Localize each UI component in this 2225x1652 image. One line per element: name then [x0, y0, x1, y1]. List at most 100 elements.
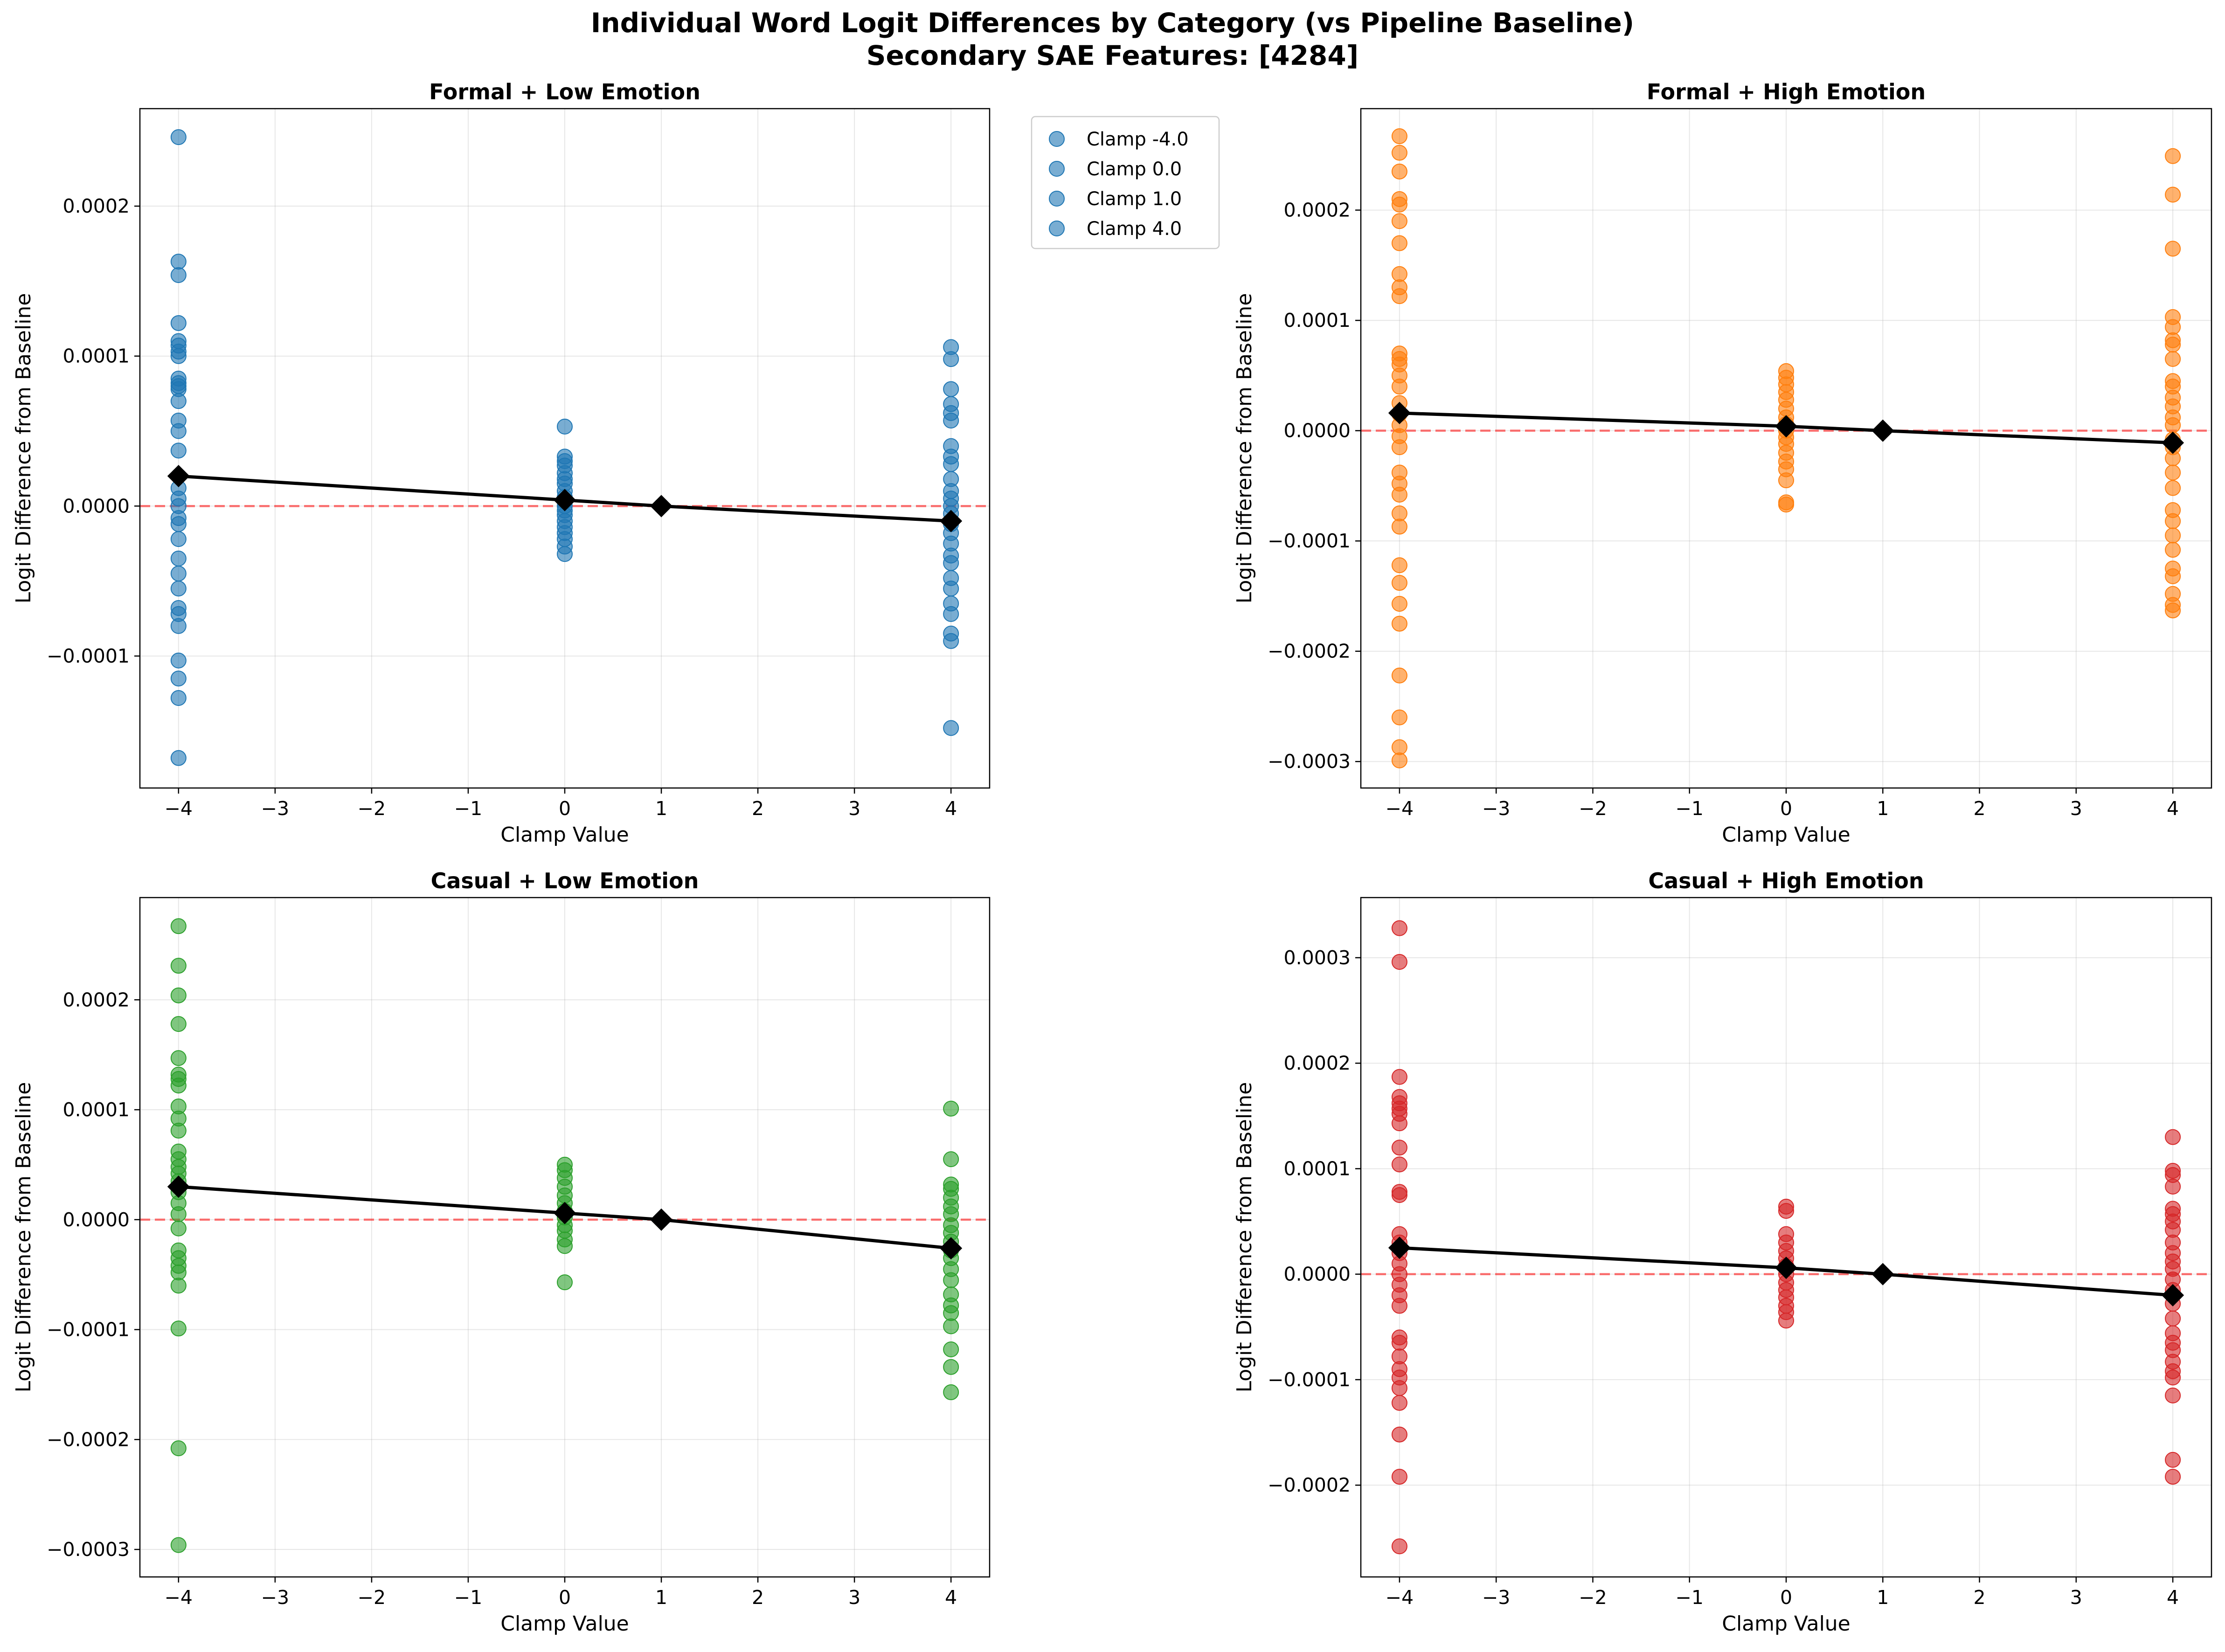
data-point — [2165, 187, 2181, 203]
data-point — [2165, 1452, 2181, 1468]
y-axis-label: Logit Difference from Baseline — [12, 293, 35, 604]
figure-title-line2: Secondary SAE Features: [4284] — [866, 40, 1359, 71]
x-tick-label: 3 — [848, 797, 860, 820]
data-point — [170, 1220, 187, 1237]
y-tick-label: −0.0003 — [47, 1538, 130, 1561]
data-point — [170, 1278, 187, 1294]
data-point — [1391, 439, 1407, 456]
data-point — [557, 546, 573, 562]
data-point — [1391, 1187, 1407, 1203]
subplot-2: −4 −3 −2 −1 0 1 2 3 4 −0.0003 −0.0002 −0.0001 0.0000… — [1233, 79, 2212, 847]
data-point — [943, 1100, 959, 1117]
data-point — [170, 1320, 187, 1337]
data-point — [557, 1238, 573, 1254]
data-point — [943, 633, 959, 649]
x-tick-label: 3 — [2070, 1586, 2082, 1609]
data-point — [1778, 472, 1794, 489]
legend-marker — [1049, 221, 1065, 236]
data-point — [1391, 1469, 1407, 1485]
data-point — [170, 129, 187, 145]
data-point — [1391, 1426, 1407, 1443]
data-point — [1391, 1538, 1407, 1555]
data-point — [943, 581, 959, 597]
y-tick-label: −0.0001 — [1268, 530, 1351, 552]
x-tick-label: 1 — [655, 1586, 667, 1609]
data-point — [1391, 596, 1407, 612]
y-tick-label: 0.0002 — [63, 195, 130, 217]
x-tick-label: −3 — [1482, 797, 1510, 820]
data-point — [170, 1016, 187, 1032]
x-tick-label: 0 — [559, 1586, 571, 1609]
y-tick-label: 0.0001 — [63, 1099, 130, 1121]
mean-marker — [2162, 1284, 2184, 1306]
subplot-title: Casual + High Emotion — [1648, 868, 1924, 893]
x-axis-label: Clamp Value — [1722, 823, 1851, 847]
data-point — [1391, 667, 1407, 684]
data-point — [1391, 1069, 1407, 1085]
data-point — [1391, 1156, 1407, 1173]
data-point — [943, 720, 959, 736]
data-point — [170, 348, 187, 364]
data-point — [170, 1050, 187, 1066]
data-point — [943, 1318, 959, 1334]
mean-marker — [167, 1175, 190, 1198]
data-point — [943, 1384, 959, 1400]
y-tick-label: 0.0000 — [63, 495, 130, 517]
data-point — [557, 418, 573, 435]
mean-marker — [1388, 401, 1411, 424]
data-point — [1391, 288, 1407, 304]
data-point — [170, 566, 187, 582]
data-point — [2165, 1310, 2181, 1327]
x-tick-label: −4 — [1386, 1586, 1414, 1609]
subplot-1: −4 −3 −2 −1 0 1 2 3 4 −0.0001 0.0000 0.0001 0.0002 Fo… — [12, 79, 991, 847]
x-tick-label: −1 — [454, 797, 482, 820]
y-tick-label: 0.0001 — [63, 345, 130, 367]
data-point — [2165, 464, 2181, 481]
data-point — [170, 618, 187, 634]
data-point — [170, 531, 187, 547]
data-point — [2165, 241, 2181, 257]
x-tick-label: 1 — [1877, 797, 1889, 820]
x-tick-label: −2 — [358, 797, 386, 820]
data-point — [2165, 1469, 2181, 1485]
data-point — [2165, 148, 2181, 164]
y-axis-label: Logit Difference from Baseline — [1233, 1082, 1256, 1393]
data-point — [2165, 319, 2181, 335]
data-point — [2165, 1178, 2181, 1195]
data-point — [2165, 480, 2181, 496]
data-point — [170, 1440, 187, 1457]
data-point — [170, 918, 187, 934]
mean-marker — [1775, 1257, 1797, 1279]
x-tick-label: 4 — [945, 1586, 957, 1609]
data-point — [170, 750, 187, 766]
y-tick-label: 0.0000 — [1284, 1263, 1351, 1286]
subplot-title: Casual + Low Emotion — [431, 868, 699, 893]
data-point — [170, 1537, 187, 1553]
mean-marker — [1871, 1263, 1894, 1286]
data-point — [1391, 1140, 1407, 1156]
x-tick-label: 0 — [1780, 797, 1792, 820]
data-point — [1391, 1115, 1407, 1132]
x-tick-label: 0 — [1780, 1586, 1792, 1609]
subplot-title: Formal + Low Emotion — [429, 79, 700, 104]
data-point — [1391, 196, 1407, 213]
x-tick-label: −2 — [1579, 1586, 1607, 1609]
data-point — [1391, 1334, 1407, 1351]
data-point — [2165, 1129, 2181, 1145]
data-point — [170, 254, 187, 270]
data-point — [170, 690, 187, 706]
data-point — [2165, 417, 2181, 433]
data-point — [1391, 709, 1407, 726]
x-tick-label: −4 — [1386, 797, 1414, 820]
legend-marker — [1049, 191, 1065, 207]
x-tick-label: −4 — [165, 797, 193, 820]
mean-line — [178, 474, 951, 523]
x-tick-label: −2 — [1579, 797, 1607, 820]
data-point — [943, 555, 959, 571]
data-point — [2165, 351, 2181, 367]
data-point — [1391, 235, 1407, 251]
x-tick-label: −3 — [1482, 1586, 1510, 1609]
data-point — [170, 987, 187, 1003]
mean-line — [1399, 1246, 2173, 1297]
